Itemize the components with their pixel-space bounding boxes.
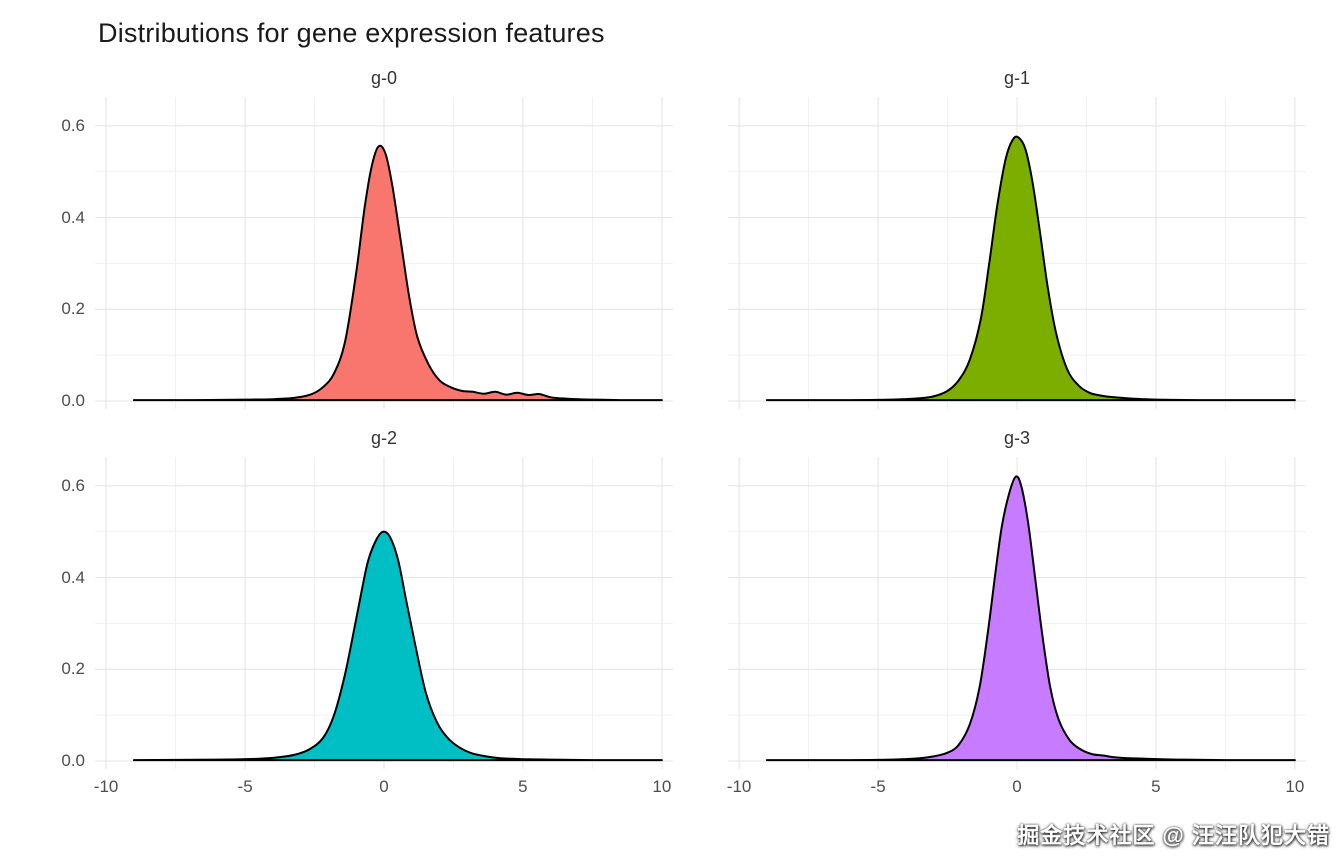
x-tick-label: 5: [518, 777, 528, 796]
x-tick-label: 0: [1012, 777, 1022, 796]
density-plot-g1: [728, 97, 1306, 409]
density-area-g-3: [765, 475, 1296, 762]
x-tick-label: -5: [237, 777, 253, 796]
density-plot-g0: [95, 97, 673, 409]
y-axis-labels-bottom: 0.0 0.2 0.4 0.6: [25, 457, 95, 770]
facet-title-g3: g-3: [1003, 428, 1030, 448]
watermark: 掘金技术社区 @ 汪汪队犯大错: [1017, 823, 1330, 848]
density-plot-g3: [728, 457, 1306, 769]
density-area-g-0: [132, 144, 663, 402]
y-tick-label: 0.6: [61, 475, 85, 495]
x-tick-label: 0: [379, 777, 389, 796]
y-tick-label: 0.0: [61, 751, 85, 770]
facet-title-g2: g-2: [370, 428, 397, 448]
density-area-g-2: [132, 530, 663, 762]
density-area-g-1: [765, 135, 1296, 402]
x-tick-label: -10: [93, 777, 119, 796]
y-tick-label: 0.4: [61, 207, 85, 227]
x-tick-label: -10: [726, 777, 752, 796]
x-axis-labels-left: -10 -5 0 5 10: [93, 769, 673, 805]
facet-grid: g-0 g-1 0.0 0.2 0.4 0.6 g-2 g-3 0.0 0.2 0.4 0.…: [25, 63, 1344, 805]
y-tick-label: 0.2: [61, 659, 85, 679]
y-tick-label: 0.6: [61, 115, 85, 135]
x-tick-label: 10: [652, 777, 672, 796]
y-axis-labels-top: 0.0 0.2 0.4 0.6: [25, 97, 95, 410]
y-tick-label: 0.4: [61, 567, 85, 587]
chart-title: Distributions for gene expression featur…: [98, 18, 605, 48]
y-tick-label: 0.0: [61, 391, 85, 410]
x-tick-label: 5: [1151, 777, 1161, 796]
y-tick-label: 0.2: [61, 299, 85, 319]
facet-title-g0: g-0: [370, 68, 397, 88]
x-tick-label: -5: [870, 777, 886, 796]
density-plot-g2: [95, 457, 673, 769]
x-tick-label: 10: [1285, 777, 1305, 796]
x-axis-labels-right: -10 -5 0 5 10: [726, 769, 1306, 805]
facet-title-g1: g-1: [1003, 68, 1030, 88]
